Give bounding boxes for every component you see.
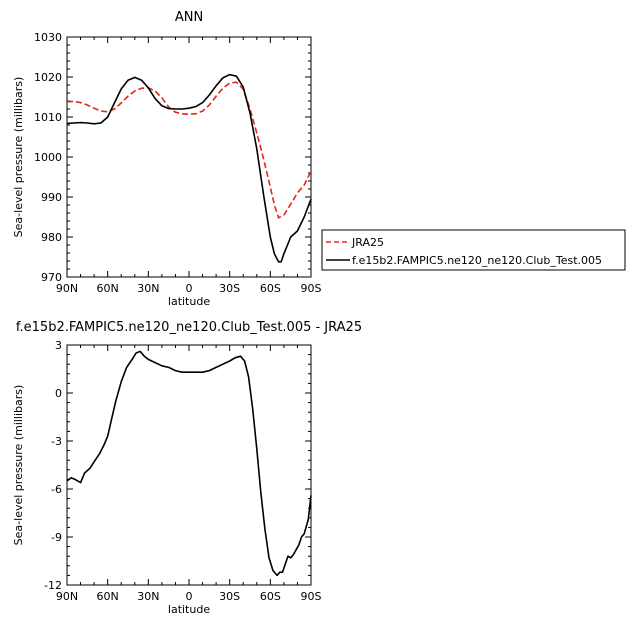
panel2-y-tick-label: -6 [51, 483, 62, 496]
panel1-y-tick-label: 1000 [34, 151, 62, 164]
panel2-series-line-1 [66, 350, 312, 577]
panel1-y-tick-label: 1030 [34, 31, 62, 44]
panel2-y-axis-title: Sea-level pressure (millibars) [12, 385, 25, 546]
panel1-x-tick-label: 30N [137, 282, 159, 295]
legend-label-2: f.e15b2.FAMPIC5.ne120_ne120.Club_Test.00… [352, 254, 602, 267]
panel2-y-tick-label: -3 [51, 435, 62, 448]
panel2-x-tick-label: 60N [97, 590, 119, 603]
panel1-y-tick-label: 1010 [34, 111, 62, 124]
panel2-plot-frame [66, 344, 312, 586]
panel1-y-axis-title: Sea-level pressure (millibars) [12, 77, 25, 238]
legend-box [321, 229, 626, 271]
panel2-y-tick-label: 3 [55, 339, 62, 352]
panel1-series-line-2 [66, 73, 312, 263]
panel2-x-tick-label: 90N [56, 590, 78, 603]
panel2-y-tick-label: -9 [51, 531, 62, 544]
panel2-x-tick-label: 0 [186, 590, 193, 603]
panel1-x-tick-label: 60N [97, 282, 119, 295]
panel1-plot-frame [66, 36, 312, 278]
panel1-series-line-1 [66, 81, 312, 219]
panel2-x-axis-title: latitude [168, 603, 210, 616]
panel2-y-tick-label: 0 [55, 387, 62, 400]
panel1-x-axis-title: latitude [168, 295, 210, 308]
panel2-x-tick-label: 30N [137, 590, 159, 603]
panel2-x-tick-label: 90S [301, 590, 322, 603]
panel1-x-tick-label: 30S [219, 282, 240, 295]
panel1-x-tick-label: 90N [56, 282, 78, 295]
panel2-y-tick-label: -12 [44, 579, 62, 592]
panel1-x-tick-label: 0 [186, 282, 193, 295]
panel1-x-tick-label: 90S [301, 282, 322, 295]
panel2-x-tick-label: 30S [219, 590, 240, 603]
panel1-y-tick-label: 990 [41, 191, 62, 204]
panel1-y-tick-label: 970 [41, 271, 62, 284]
panel2-chart-title: f.e15b2.FAMPIC5.ne120_ne120.Club_Test.00… [16, 320, 362, 335]
legend-label-1: JRA25 [351, 236, 384, 249]
panel1-y-tick-label: 980 [41, 231, 62, 244]
panel2-x-tick-label: 60S [260, 590, 281, 603]
panel1-y-tick-label: 1020 [34, 71, 62, 84]
panel1-chart-title: ANN [175, 10, 203, 25]
panel1-x-tick-label: 60S [260, 282, 281, 295]
